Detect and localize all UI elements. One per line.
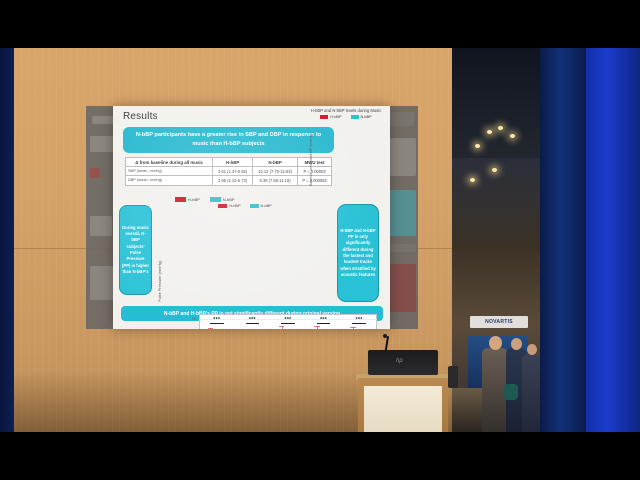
- table-header-cell: H-bBP: [212, 156, 253, 168]
- ceiling-light: [510, 134, 515, 138]
- table-cell: 3.95 (2.15-5.73): [212, 175, 253, 186]
- legend-label: N-bBP: [360, 115, 372, 119]
- stand-pillar-dark-blue: [540, 48, 586, 432]
- callout-left: During music overall, H-bBP subjects' Pu…: [119, 205, 152, 295]
- microphone-icon: [383, 334, 387, 338]
- legend-entry-h-bbp: H-bBP: [175, 197, 200, 203]
- letterbox-top: [0, 0, 640, 48]
- chart-bp-levels: H-bBP and N-bBP levels during Music H-bB…: [306, 108, 386, 202]
- table-header-cell: N-bBP: [251, 156, 299, 168]
- legend-entry: N-bBP: [249, 204, 272, 208]
- podium-front-panel: [364, 386, 442, 432]
- legend-swatch-icon: [218, 204, 228, 208]
- stand-pillar-bright-blue: [586, 48, 640, 432]
- table-cell: P = 0.000052: [297, 175, 332, 186]
- legend-label: N-bBP: [222, 197, 235, 202]
- significance-marker: ***: [355, 317, 363, 323]
- ceiling-light: [475, 144, 480, 148]
- letterbox-bottom: [0, 432, 640, 480]
- boxplot-cap: [278, 325, 285, 327]
- legend-label: N-bBP: [260, 204, 272, 208]
- ceiling-light: [487, 130, 492, 134]
- stand-pillar-left: [0, 48, 14, 432]
- significance-marker: ***: [213, 317, 221, 323]
- laptop-logo-icon: hp: [396, 358, 403, 364]
- headline-banner: N-bBP participants have a greater rise i…: [123, 127, 334, 153]
- boxplot-whisker: [210, 327, 211, 329]
- plot-area: [199, 314, 377, 329]
- audience-person-head: [511, 338, 522, 350]
- ceiling-light: [498, 126, 503, 130]
- handbag: [504, 384, 518, 400]
- significance-marker: ***: [320, 317, 328, 323]
- boxplot-cap: [207, 327, 214, 329]
- table-cell: 10.12 (7.73-12.53): [251, 166, 299, 177]
- audience-person-head: [527, 344, 537, 355]
- significance-marker: ***: [284, 317, 292, 323]
- table-row: DBP (mean, mmHg) 3.95 (2.15-5.73) 9.38 (…: [124, 175, 332, 186]
- significance-bar: [245, 323, 260, 324]
- significance-bar: [316, 323, 331, 324]
- audience-person: [482, 348, 508, 432]
- results-table: Δ from baseline during all music H-bBP N…: [124, 156, 332, 186]
- adjacent-screen-left: [86, 106, 116, 329]
- significance-bar: [281, 323, 295, 324]
- podium-top: [356, 374, 450, 380]
- legend-label: H-bBP: [188, 197, 200, 202]
- significance-bar: [352, 323, 366, 324]
- table-cell: 3.61 (1.37-5.85): [212, 166, 253, 177]
- boxplot-whisker: [281, 325, 283, 329]
- legend-swatch-icon: [209, 197, 221, 203]
- chart-title: H-bBP and N-bBP levels during Music: [310, 108, 382, 113]
- legend-entry: H-bBP: [218, 204, 241, 208]
- chart-pulse-pressure: H-bBP N-bBP Pulse Pressure (mmHg) 204060…: [155, 204, 377, 329]
- chart-legend: H-bBP N-bBP: [155, 204, 335, 208]
- significance-bar: [209, 323, 224, 324]
- y-axis-label: Baseline normalized BP (mmHg): [309, 133, 313, 186]
- chart-legend-main: H-bBP N-bBP: [175, 197, 235, 203]
- table-cell: SBP (mean, mmHg): [124, 166, 214, 177]
- legend-label: H-bBP: [229, 204, 241, 208]
- table-cell: DBP (mean, mmHg): [124, 175, 214, 186]
- loudspeaker: [448, 366, 458, 388]
- boxplot-cap: [314, 325, 320, 327]
- laptop: [368, 350, 438, 375]
- ceiling-light: [470, 178, 475, 182]
- boxplot-whisker: [352, 326, 354, 329]
- table-cell: 9.38 (7.58-11.19): [251, 175, 299, 186]
- ceiling-light: [492, 168, 497, 172]
- table-header-row: Δ from baseline during all music H-bBP N…: [124, 156, 332, 168]
- chart-legend: H-bBP N-bBP: [306, 115, 386, 119]
- legend-entry: N-bBP: [350, 115, 372, 119]
- legend-label: H-bBP: [330, 115, 342, 119]
- adjacent-screen-right: [388, 106, 418, 329]
- slide-title: Results: [123, 111, 158, 122]
- y-tick-label: 100: [191, 316, 197, 321]
- novartis-booth-sign: NOVARTIS: [470, 316, 528, 328]
- table-header-cell: Δ from baseline during all music: [124, 156, 214, 168]
- legend-swatch-icon: [350, 115, 359, 119]
- legend-swatch-icon: [320, 115, 329, 119]
- y-axis-label: Pulse Pressure (mmHg): [157, 260, 162, 302]
- audience-person-head: [489, 336, 502, 350]
- legend-entry: H-bBP: [320, 115, 342, 119]
- significance-marker: ***: [248, 317, 256, 323]
- table-cell: P = 0.00003: [297, 166, 332, 177]
- legend-swatch-icon: [175, 197, 186, 203]
- table-row: SBP (mean, mmHg) 3.61 (1.37-5.85) 10.12 …: [124, 166, 332, 177]
- legend-swatch-icon: [249, 204, 259, 208]
- audience-person: [522, 354, 540, 432]
- gridline: [199, 318, 377, 320]
- conference-photo-scene: NOVARTIS: [0, 48, 640, 432]
- legend-entry-n-bbp: N-bBP: [209, 197, 235, 203]
- boxplot-whisker: [317, 325, 318, 329]
- projected-slide: Results N-bBP participants have a greate…: [113, 106, 390, 329]
- callout-right: H-bBP and N-bBP PP is only significantly…: [337, 204, 379, 302]
- table-header-cell: MWU test: [297, 156, 332, 168]
- boxplot-cap: [350, 326, 356, 328]
